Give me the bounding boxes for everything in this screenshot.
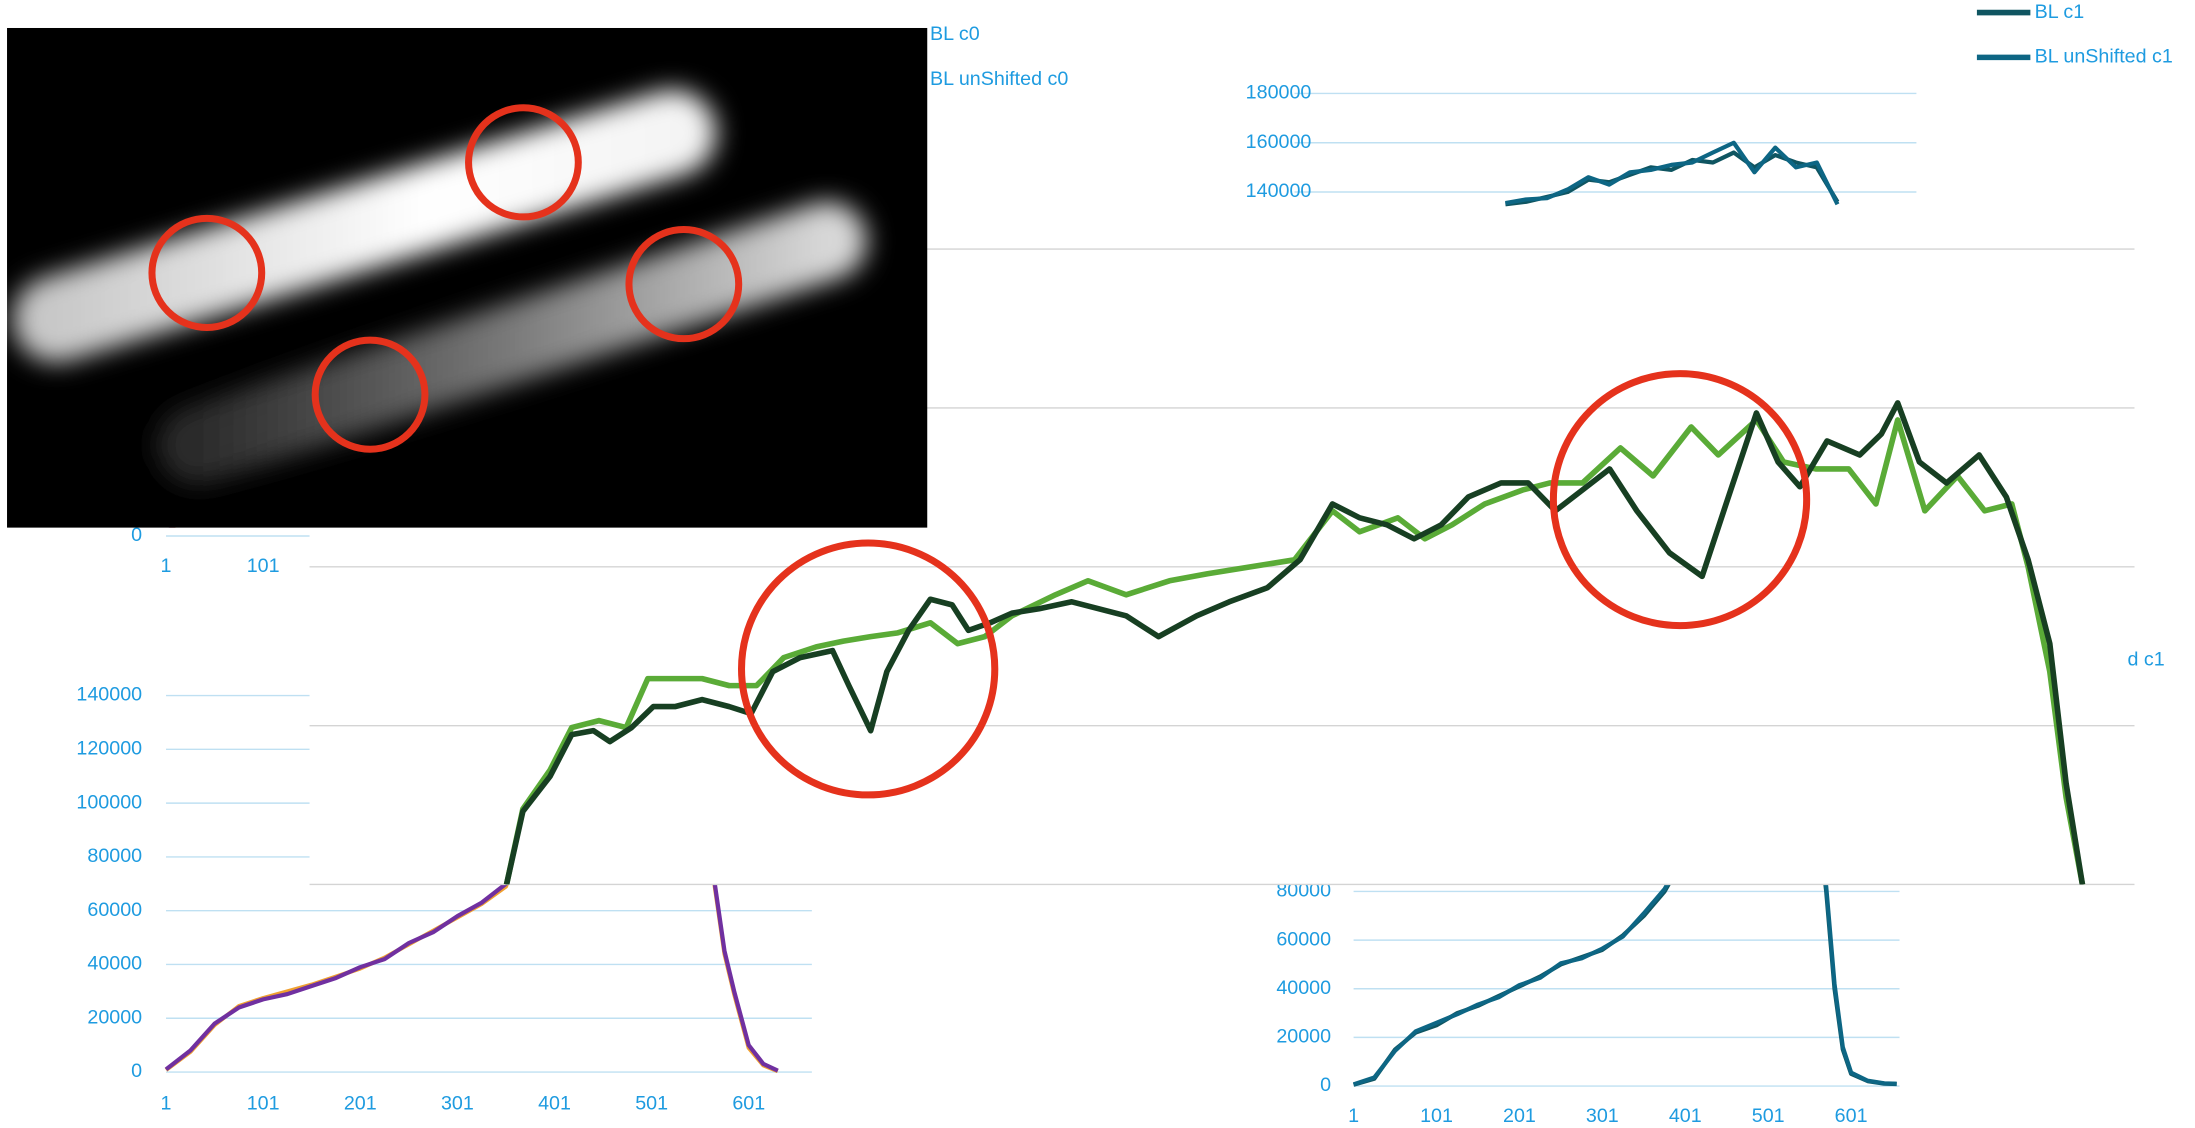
image-circle [311, 336, 429, 453]
partial-legend-text: d c1 [2127, 649, 2164, 671]
y-tick-label: 60000 [1276, 928, 1331, 950]
series-line [503, 400, 2086, 885]
image-circle [148, 214, 266, 331]
x-tick-label: 1 [161, 1092, 172, 1114]
highlight-circle [737, 539, 999, 799]
y-tick-label: 80000 [1276, 880, 1331, 902]
image-circle [465, 104, 582, 221]
microscope-image [7, 27, 928, 528]
x-tick-label: 601 [1835, 1105, 1868, 1127]
x-tick-label: 101 [247, 1092, 280, 1114]
series-line [164, 693, 779, 1073]
legend-label: BL c1 [2035, 1, 2085, 23]
y-tick-label: 40000 [1276, 977, 1331, 999]
x-tick-label: 101 [247, 555, 280, 577]
y-tick-label: 140000 [76, 684, 142, 706]
y-tick-label: 140000 [1246, 180, 1312, 202]
y-tick-label: 180000 [1246, 82, 1312, 104]
y-tick-label: 0 [1320, 1074, 1331, 1096]
y-tick-label: 40000 [87, 953, 142, 975]
y-tick-label: 0 [131, 1060, 142, 1082]
highlight-circle [1549, 370, 1811, 630]
legend-label: BL unShifted c0 [930, 68, 1068, 90]
x-tick-label: 201 [1503, 1105, 1536, 1127]
x-tick-label: 401 [538, 1092, 571, 1114]
y-tick-label: 80000 [87, 845, 142, 867]
x-tick-label: 501 [635, 1092, 668, 1114]
image-circle [625, 226, 743, 343]
series-line [1505, 140, 1840, 206]
y-tick-label: 60000 [87, 899, 142, 921]
x-tick-label: 201 [344, 1092, 377, 1114]
y-tick-label: 20000 [1276, 1026, 1331, 1048]
y-tick-label: 0 [131, 524, 142, 546]
x-tick-label: 101 [1420, 1105, 1453, 1127]
x-tick-label: 401 [1669, 1105, 1702, 1127]
y-tick-label: 120000 [76, 738, 142, 760]
x-tick-label: 501 [1752, 1105, 1785, 1127]
legend-label: BL c0 [930, 23, 980, 45]
highlight-circles [737, 370, 1811, 799]
fiber-bright [12, 89, 717, 363]
x-tick-label: 301 [441, 1092, 474, 1114]
legend-label: BL unShifted c1 [2035, 46, 2173, 68]
x-tick-label: 1 [161, 555, 172, 577]
y-tick-label: 100000 [76, 791, 142, 813]
series-line [1352, 881, 1897, 1087]
x-tick-label: 601 [732, 1092, 765, 1114]
y-tick-label: 20000 [87, 1006, 142, 1028]
y-tick-label: 160000 [1246, 131, 1312, 153]
fiber-dim [157, 201, 867, 485]
x-tick-label: 301 [1586, 1105, 1619, 1127]
x-tick-label: 1 [1348, 1105, 1359, 1127]
